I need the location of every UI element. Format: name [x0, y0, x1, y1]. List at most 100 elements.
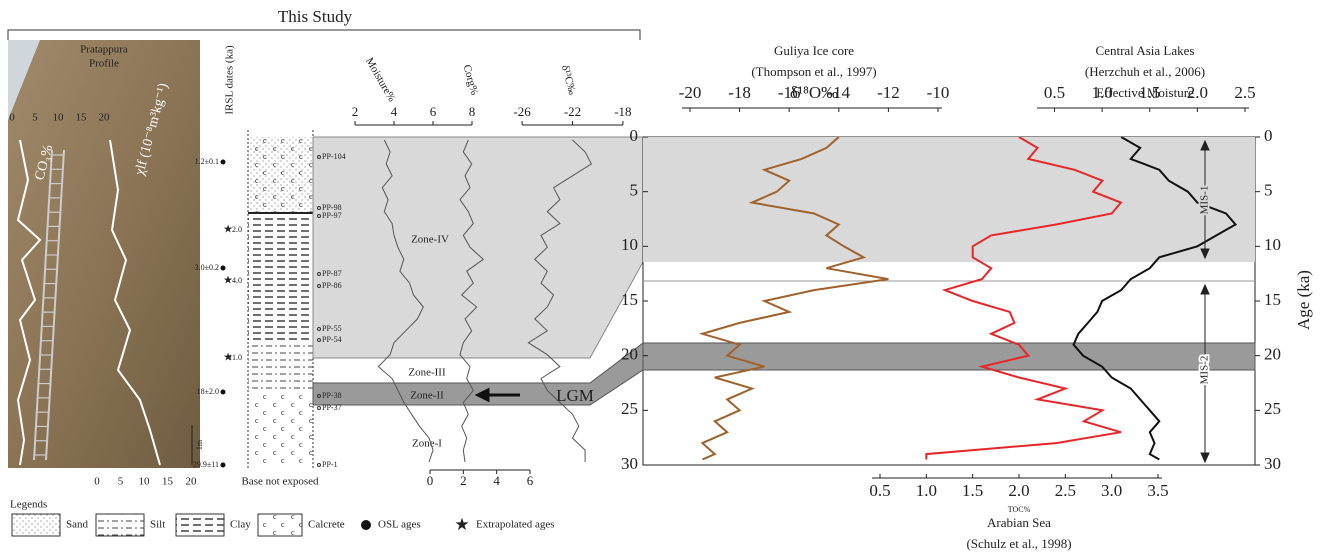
- series-label: Corg%: [461, 63, 481, 96]
- y-tick-label: 10: [1264, 235, 1281, 254]
- mis-label: MIS-1: [1199, 186, 1211, 215]
- x-axis-label: δ¹⁸O‰: [790, 83, 838, 102]
- zone-band: [643, 137, 1255, 262]
- x-tick-label: 0.5: [1044, 83, 1065, 102]
- y-tick-label: 30: [621, 454, 638, 473]
- y-tick-label: 15: [621, 290, 638, 309]
- osl-marker: [221, 160, 226, 165]
- star-marker: ★: [223, 275, 233, 287]
- x-tick-label: 3.5: [1147, 481, 1168, 500]
- series-label: Moisture%: [363, 56, 398, 104]
- date-label: 18±2.0: [197, 387, 219, 396]
- header-bracket: [8, 30, 640, 40]
- legend-label: OSL ages: [378, 519, 421, 531]
- date-label: 1.2±0.1: [195, 157, 219, 166]
- x-tick-label: 4: [493, 473, 500, 488]
- figure: cc This Study Pratappura Profile CO₃% χl…: [0, 0, 1321, 557]
- date-label: 29.9±11: [193, 460, 219, 469]
- x-tick-label: 3.0: [1101, 481, 1122, 500]
- y-tick-label: 5: [1264, 181, 1273, 200]
- y-tick-label: 30: [1264, 454, 1281, 473]
- x-tick-label: 4: [391, 104, 398, 119]
- y-tick-label: 20: [621, 345, 638, 364]
- x-tick-label: 6: [430, 104, 437, 119]
- date-label: 2.0: [232, 225, 242, 234]
- sample-label: PP-86: [322, 281, 342, 290]
- series-title: Central Asia Lakes: [1096, 43, 1195, 58]
- legend-swatch: [12, 514, 60, 536]
- legend-label: Clay: [230, 519, 251, 531]
- y-tick-label: 25: [1264, 399, 1281, 418]
- series-source: (Thompson et al., 1997): [751, 64, 876, 79]
- legend-marker: [361, 520, 371, 530]
- scale-label: 1m: [195, 439, 204, 450]
- x-tick-label: -20: [679, 83, 702, 102]
- x-tick-label: 2: [460, 473, 467, 488]
- zone-label: Zone-I: [412, 438, 442, 450]
- dates-label: IRSL dates (ka): [224, 45, 236, 115]
- zone-label: Zone-IV: [411, 234, 449, 246]
- sample-label: PP-1: [322, 460, 338, 469]
- series-source: (Schulz et al., 1998): [966, 536, 1071, 551]
- x-tick-label: -22: [564, 104, 581, 119]
- photo-tick-label: 5: [118, 476, 124, 488]
- legend-label: Calcrete: [308, 519, 345, 531]
- x-tick-label: 6: [527, 473, 534, 488]
- x-tick-label: 0.5: [869, 481, 890, 500]
- zone-band: [313, 137, 643, 358]
- photo-tick-label: 15: [76, 112, 88, 124]
- x-tick-label: 8: [469, 104, 476, 119]
- lgm-band: [643, 343, 1255, 370]
- y-tick-label: 5: [630, 181, 639, 200]
- base-label: Base not exposed: [242, 476, 319, 488]
- x-tick-label: 2.5: [1234, 83, 1255, 102]
- legend-title: Legends: [10, 499, 47, 511]
- sample-label: PP-104: [322, 152, 346, 161]
- legend-label: Silt: [150, 519, 165, 531]
- date-label: 4.0: [232, 276, 242, 285]
- sample-marker: [318, 464, 321, 467]
- series-title: Guliya Ice core: [774, 43, 854, 58]
- y-axis-label: Age (ka): [1294, 270, 1313, 330]
- x-tick-label: -12: [877, 83, 900, 102]
- photo-title: Profile: [89, 58, 119, 70]
- sample-label: PP-97: [322, 211, 342, 220]
- x-tick-label: 2.5: [1055, 481, 1076, 500]
- sample-label: PP-54: [322, 335, 342, 344]
- date-label: 3.0±0.2: [195, 263, 219, 272]
- zone-label: Zone-II: [410, 390, 444, 402]
- x-axis-label: Effective Moisture: [1096, 85, 1194, 100]
- legend-swatch: [176, 514, 224, 536]
- osl-marker: [221, 463, 226, 468]
- x-tick-label: 2.0: [1008, 481, 1029, 500]
- legend-swatch: [96, 514, 144, 536]
- photo-tick-label: 10: [139, 476, 151, 488]
- photo-tick-label: 20: [186, 476, 198, 488]
- legend-label: Extrapolated ages: [476, 519, 555, 531]
- photo-tick-label: 20: [99, 112, 111, 124]
- photo-tick-label: 0: [94, 476, 100, 488]
- star-marker: ★: [223, 224, 233, 236]
- x-tick-label: -18: [614, 104, 631, 119]
- header-title: This Study: [278, 7, 353, 26]
- x-tick-label: -26: [513, 104, 531, 119]
- sample-label: PP-55: [322, 324, 342, 333]
- zone-label: Zone-III: [408, 367, 446, 379]
- series-source: (Herzchuh et al., 2006): [1085, 64, 1205, 79]
- lgm-label: LGM: [556, 386, 594, 405]
- x-tick-label: -18: [728, 83, 751, 102]
- series-title: Arabian Sea: [987, 515, 1051, 530]
- y-tick-label: 0: [630, 126, 639, 145]
- photo-tick-label: 15: [162, 476, 174, 488]
- y-tick-label: 25: [621, 399, 638, 418]
- y-tick-label: 20: [1264, 345, 1281, 364]
- legend-marker: ★: [454, 515, 469, 534]
- y-tick-label: 15: [1264, 290, 1281, 309]
- photo-tick-label: 5: [32, 112, 38, 124]
- sample-label: PP-38: [322, 391, 342, 400]
- x-tick-label: 1.5: [962, 481, 983, 500]
- layer-silt: [248, 343, 313, 393]
- y-tick-label: 10: [621, 235, 638, 254]
- mis-label: MIS-2: [1199, 356, 1211, 385]
- layer-calcrete: [248, 395, 313, 465]
